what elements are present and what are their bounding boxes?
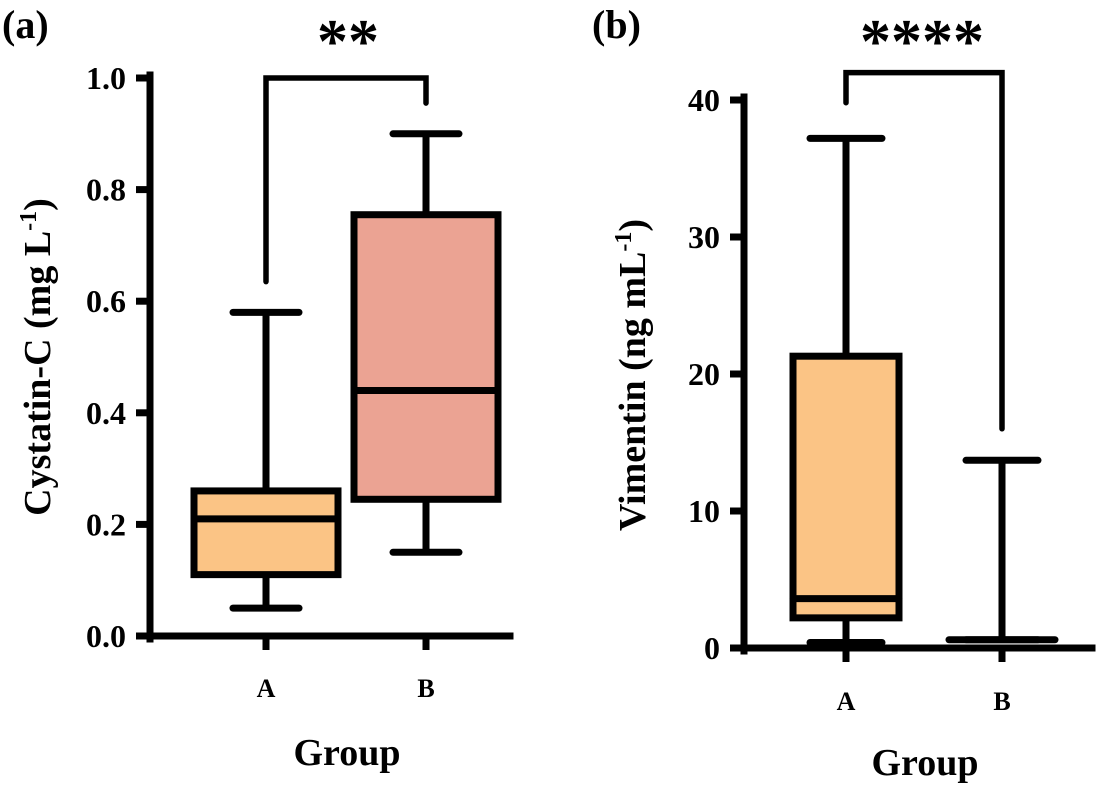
panel-a-y-axis-title: Cystatin-C (mg L-1): [16, 198, 59, 516]
panel-b-x-tick-label-a: A: [837, 687, 856, 716]
panel-a-y-tick-label: 0.6: [86, 283, 126, 319]
panel-b-x-tick-label-b: B: [993, 687, 1010, 716]
panel-b-y-axis-title: Vimentin (ng mL-1): [611, 219, 654, 531]
panel-b-y-tick-label: 20: [688, 356, 720, 392]
panel-b-x-axis-title: Group: [871, 742, 978, 784]
panel-a-label: (a): [2, 2, 49, 47]
panel-b-label: (b): [592, 2, 641, 47]
panel-a-y-axis-title-sup: -1: [16, 211, 42, 231]
panel-b-y-axis-title-main: Vimentin (ng mL: [612, 252, 654, 531]
panel-a-significance-label: **: [317, 8, 379, 76]
panel-b-y-tick-label: 10: [688, 493, 720, 529]
panel-b-y-tick-label: 30: [688, 219, 720, 255]
panel-b: (b) **** Group Vimentin (ng mL-1) 0 10 20 3…: [592, 2, 1096, 784]
panel-b-y-axis-title-sup: -1: [611, 232, 637, 252]
panel-b-box-a: [789, 352, 903, 622]
panel-b-y-axis-title-close: ): [612, 219, 654, 232]
panel-a-x-tick-label-a: A: [257, 674, 276, 703]
panel-a-y-tick-label: 0.2: [86, 506, 126, 542]
panel-b-significance-label: ****: [860, 8, 984, 76]
panel-a-y-tick-label: 0.0: [86, 618, 126, 654]
panel-b-significance-bracket: [843, 69, 1005, 432]
panel-a-box-a: [190, 487, 342, 579]
panel-b-y-tick-label: 40: [688, 82, 720, 118]
panel-a-y-tick-label: 1.0: [86, 60, 126, 96]
panel-a: (a) ** Group Cystatin-C (mg L-1) 0.0 0.2 0…: [2, 2, 514, 774]
panel-a-x-axis-title: Group: [293, 732, 400, 774]
panel-a-significance-bracket: [263, 75, 429, 285]
panel-b-y-tick-label: 0: [704, 630, 720, 666]
panel-a-box-b: [350, 211, 502, 503]
panel-a-y-tick-label: 0.8: [86, 172, 126, 208]
panel-a-y-tick-label: 0.4: [86, 395, 126, 431]
panel-a-x-tick-label-b: B: [417, 674, 434, 703]
panel-a-y-axis-title-close: ): [17, 198, 59, 211]
panel-a-y-axis-title-main: Cystatin-C (mg L: [17, 231, 59, 516]
